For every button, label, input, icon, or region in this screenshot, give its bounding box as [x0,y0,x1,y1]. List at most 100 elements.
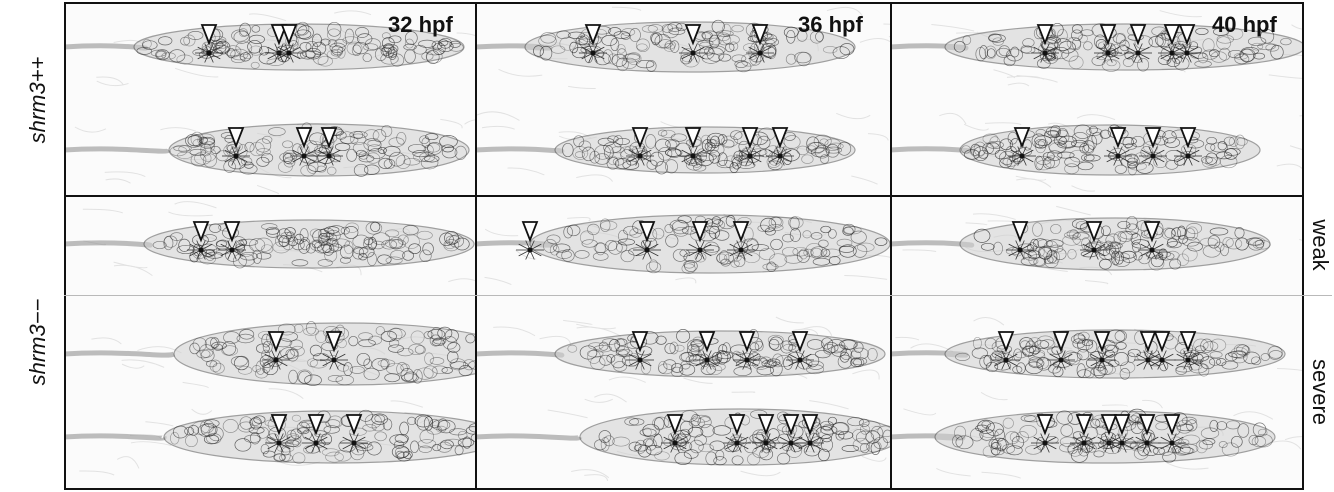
rosette-center [637,153,643,159]
background-cell-outline [867,133,889,141]
cell-membrane [722,139,735,149]
cell-membrane [783,135,801,149]
cell-membrane [1064,163,1079,175]
cell-membrane [646,445,663,456]
cell-membrane [665,234,679,248]
arrowhead-marker [1129,24,1147,46]
cell-membrane [843,226,862,235]
cell-membrane [199,344,214,358]
cell-membrane [1213,27,1230,36]
cell-membrane [187,135,202,147]
cell-membrane [667,139,678,152]
cell-membrane [427,329,446,340]
cell-membrane [664,224,674,234]
rosette-center [313,440,319,446]
cell-membrane [784,254,803,264]
cell-membrane [410,330,425,345]
trailing-tissue [64,240,153,248]
cell-membrane [200,419,215,434]
cell-membrane [297,25,314,40]
cell-membrane [287,236,299,247]
cell-membrane [979,355,992,369]
cell-membrane [628,441,642,452]
background-cell-outline [939,112,967,125]
background-cell-outline [965,222,988,226]
arrowhead-marker [684,24,702,46]
cell-membrane [677,215,692,224]
cell-membrane [1063,231,1081,239]
cell-membrane [1195,27,1209,35]
cell-membrane [1209,338,1227,352]
cell-membrane [261,333,271,348]
column-divider [475,2,477,488]
cell-membrane [283,153,293,164]
row-label-wildtype: shrm3+​+ [25,56,50,144]
cell-membrane [367,252,377,266]
cell-membrane [223,331,241,344]
cell-membrane [441,367,453,374]
cell-membrane [986,48,996,58]
cell-membrane [616,338,628,346]
cell-membrane [629,141,646,155]
cell-membrane [367,144,382,153]
cell-membrane [657,129,668,137]
cell-membrane [278,235,290,247]
cell-membrane [615,137,630,146]
cell-membrane [403,157,421,166]
background-cell-outline [82,208,123,214]
background-cell-outline [675,277,697,284]
rosette-center [286,50,292,56]
cell-membrane [751,244,769,252]
cell-membrane [1117,45,1130,55]
cell-membrane [794,51,812,64]
cell-membrane [425,47,445,56]
cell-membrane [286,433,300,441]
rosette-center [672,440,678,446]
cell-membrane [448,234,464,248]
cell-membrane [566,224,581,237]
background-cell-outline [121,359,165,368]
cell-membrane [381,125,393,137]
cell-membrane [396,131,407,145]
cell-membrane [759,149,773,158]
cell-membrane [290,345,305,357]
cell-membrane [258,45,270,56]
arrowhead-marker [791,331,809,353]
cell-membrane [365,221,383,235]
cell-membrane [757,135,771,150]
cell-membrane [326,166,337,176]
cell-membrane [252,365,262,373]
cell-membrane [611,53,628,67]
cell-membrane [743,252,760,264]
cell-membrane [815,426,834,440]
cell-membrane [408,143,427,154]
cell-membrane [325,419,341,428]
cell-membrane [374,414,386,423]
cell-membrane [991,437,1009,451]
cell-membrane [749,342,760,352]
cell-membrane [1125,153,1139,164]
cell-membrane [240,238,259,246]
cell-membrane [282,149,297,165]
cell-membrane [728,41,739,52]
cell-membrane [1077,161,1094,171]
cell-membrane [629,28,641,42]
cell-membrane [651,33,661,46]
background-cell-outline [895,336,920,341]
cell-membrane [1006,445,1023,456]
rosette-center [777,153,783,159]
cell-membrane [803,248,814,257]
cell-membrane [700,363,716,375]
cell-membrane [746,151,761,163]
cell-membrane [305,243,317,254]
cell-membrane [352,141,369,155]
background-cell-outline [96,80,129,87]
cell-membrane [820,248,831,258]
cell-membrane [185,133,203,148]
cell-membrane [680,360,691,370]
rosette-center [1042,50,1048,56]
cell-membrane [465,333,475,344]
cell-membrane [809,429,820,443]
cell-membrane [1020,414,1036,422]
